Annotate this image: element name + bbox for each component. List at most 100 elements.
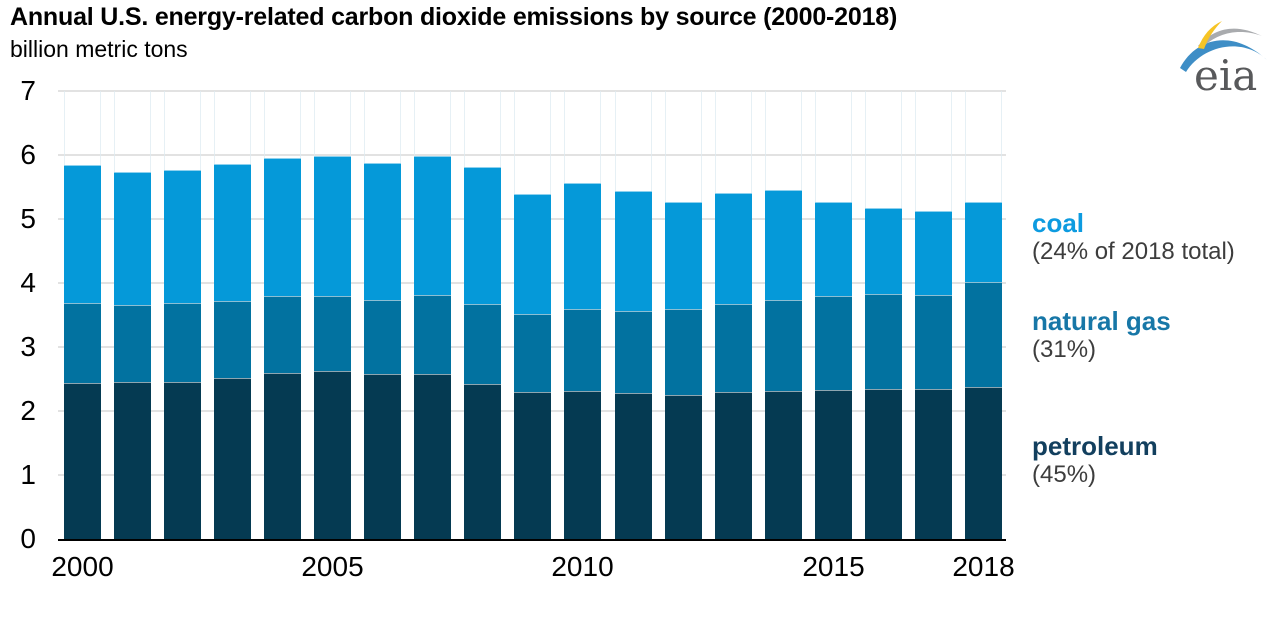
bar-2003: [214, 91, 252, 539]
bar-2015-segment-coal: [814, 201, 852, 297]
y-axis-label-7: 7: [20, 75, 36, 106]
bar-2005-segment-coal: [314, 156, 352, 296]
y-axis-label-6: 6: [20, 139, 36, 170]
bar-2009: [514, 91, 552, 539]
bar-2006-segment-coal: [364, 163, 402, 300]
legend-coal-label: coal: [1032, 208, 1085, 238]
bar-2016-segment-natural-gas: [864, 293, 902, 389]
legend-coal-detail: (24% of 2018 total): [1032, 238, 1235, 265]
bar-2015-segment-petroleum: [814, 389, 852, 539]
bar-2008: [464, 91, 502, 539]
logo-arc-gray-icon: [1198, 28, 1262, 48]
bar-2016: [864, 91, 902, 539]
legend-item-coal: coal (24% of 2018 total): [1032, 208, 1235, 266]
x-axis-label-2015: 2015: [802, 551, 865, 582]
x-axis-label-2000: 2000: [51, 551, 114, 582]
legend-petroleum-label: petroleum: [1032, 431, 1158, 461]
bar-2000: [64, 91, 101, 539]
bar-2010-segment-natural-gas: [564, 309, 602, 391]
bar-2014-segment-coal: [764, 190, 802, 300]
bar-2004-segment-coal: [264, 158, 302, 297]
bar-2002-segment-natural-gas: [164, 303, 202, 383]
y-axis-label-3: 3: [20, 331, 36, 362]
gridline-6: [58, 154, 1006, 156]
plot-area: [58, 90, 1006, 541]
y-axis-label-1: 1: [20, 459, 36, 491]
bar-2010-segment-coal: [564, 182, 602, 310]
bar-2012-segment-natural-gas: [664, 308, 702, 395]
bar-2005-segment-petroleum: [314, 371, 352, 539]
bar-2017: [914, 91, 952, 539]
logo-arc-yellow-icon: [1198, 21, 1222, 49]
bar-2003-segment-natural-gas: [214, 300, 252, 378]
x-axis-label-2005: 2005: [301, 551, 364, 582]
bar-2005-segment-natural-gas: [314, 295, 352, 372]
x-axis: 2000 2005 2010 2015 2018: [0, 551, 1274, 585]
bars-row: [58, 91, 1006, 539]
bar-2011-segment-natural-gas: [614, 310, 652, 394]
bar-2001: [114, 91, 152, 539]
bar-2003-segment-coal: [214, 163, 252, 301]
bar-2011: [614, 91, 652, 539]
bar-2011-segment-coal: [614, 190, 652, 311]
chart-title: Annual U.S. energy-related carbon dioxid…: [10, 3, 898, 31]
bar-2004: [264, 91, 302, 539]
bar-2004-segment-petroleum: [264, 372, 302, 539]
y-axis-label-5: 5: [20, 203, 36, 234]
bar-2000-segment-petroleum: [64, 382, 101, 539]
bar-2003-segment-petroleum: [214, 377, 252, 539]
y-axis: 0 1 2 3 4 5 6 7: [0, 75, 40, 554]
bar-2013-segment-petroleum: [714, 392, 752, 539]
bar-2017-segment-natural-gas: [914, 295, 952, 390]
bar-2015: [814, 91, 852, 539]
bar-2007-segment-coal: [414, 155, 452, 295]
x-axis-label-2010: 2010: [551, 551, 614, 582]
chart-units-label: billion metric tons: [10, 36, 188, 62]
bar-2009-segment-petroleum: [514, 392, 552, 539]
bar-2006-segment-natural-gas: [364, 299, 402, 374]
bar-2001-segment-petroleum: [114, 381, 152, 539]
bar-2012: [664, 91, 702, 539]
bar-2017-segment-coal: [914, 210, 952, 296]
bar-2018-segment-coal: [964, 201, 1002, 283]
bar-2016-segment-petroleum: [864, 388, 902, 539]
bar-2006: [364, 91, 402, 539]
y-axis-label-0: 0: [20, 523, 36, 554]
bar-2008-segment-petroleum: [464, 384, 502, 539]
bar-2002: [164, 91, 202, 539]
bar-2015-segment-natural-gas: [814, 296, 852, 390]
bar-2013-segment-natural-gas: [714, 303, 752, 393]
legend-natural-gas-detail: (31%): [1032, 336, 1097, 363]
gridline-7: [58, 90, 1006, 92]
bar-2002-segment-coal: [164, 169, 202, 304]
bar-2010: [564, 91, 602, 539]
y-axis-label-4: 4: [20, 267, 36, 299]
bar-2014-segment-natural-gas: [764, 299, 802, 391]
bar-2000-segment-natural-gas: [64, 303, 101, 383]
bar-2009-segment-natural-gas: [514, 314, 552, 393]
bar-2004-segment-natural-gas: [264, 296, 302, 373]
bar-2006-segment-petroleum: [364, 373, 402, 539]
bar-2016-segment-coal: [864, 207, 902, 294]
bar-2008-segment-coal: [464, 167, 502, 305]
bar-2018: [964, 91, 1002, 539]
bar-2001-segment-natural-gas: [114, 305, 152, 382]
bar-2002-segment-petroleum: [164, 382, 202, 539]
bar-2012-segment-coal: [664, 202, 702, 309]
bar-2005: [314, 91, 352, 539]
bar-2008-segment-natural-gas: [464, 304, 502, 385]
legend-petroleum-detail: (45%): [1032, 461, 1097, 488]
bar-2018-segment-natural-gas: [964, 282, 1002, 387]
bar-2012-segment-petroleum: [664, 395, 702, 539]
legend-item-petroleum: petroleum (45%): [1032, 431, 1158, 489]
bar-2007-segment-natural-gas: [414, 294, 452, 374]
bar-2014: [764, 91, 802, 539]
bar-2009-segment-coal: [514, 194, 552, 315]
bar-2001-segment-coal: [114, 171, 152, 306]
bar-2007-segment-petroleum: [414, 373, 452, 539]
x-axis-label-2018: 2018: [952, 551, 1015, 582]
bar-2018-segment-petroleum: [964, 386, 1002, 539]
bar-2000-segment-coal: [64, 165, 101, 304]
bar-2007: [414, 91, 452, 539]
